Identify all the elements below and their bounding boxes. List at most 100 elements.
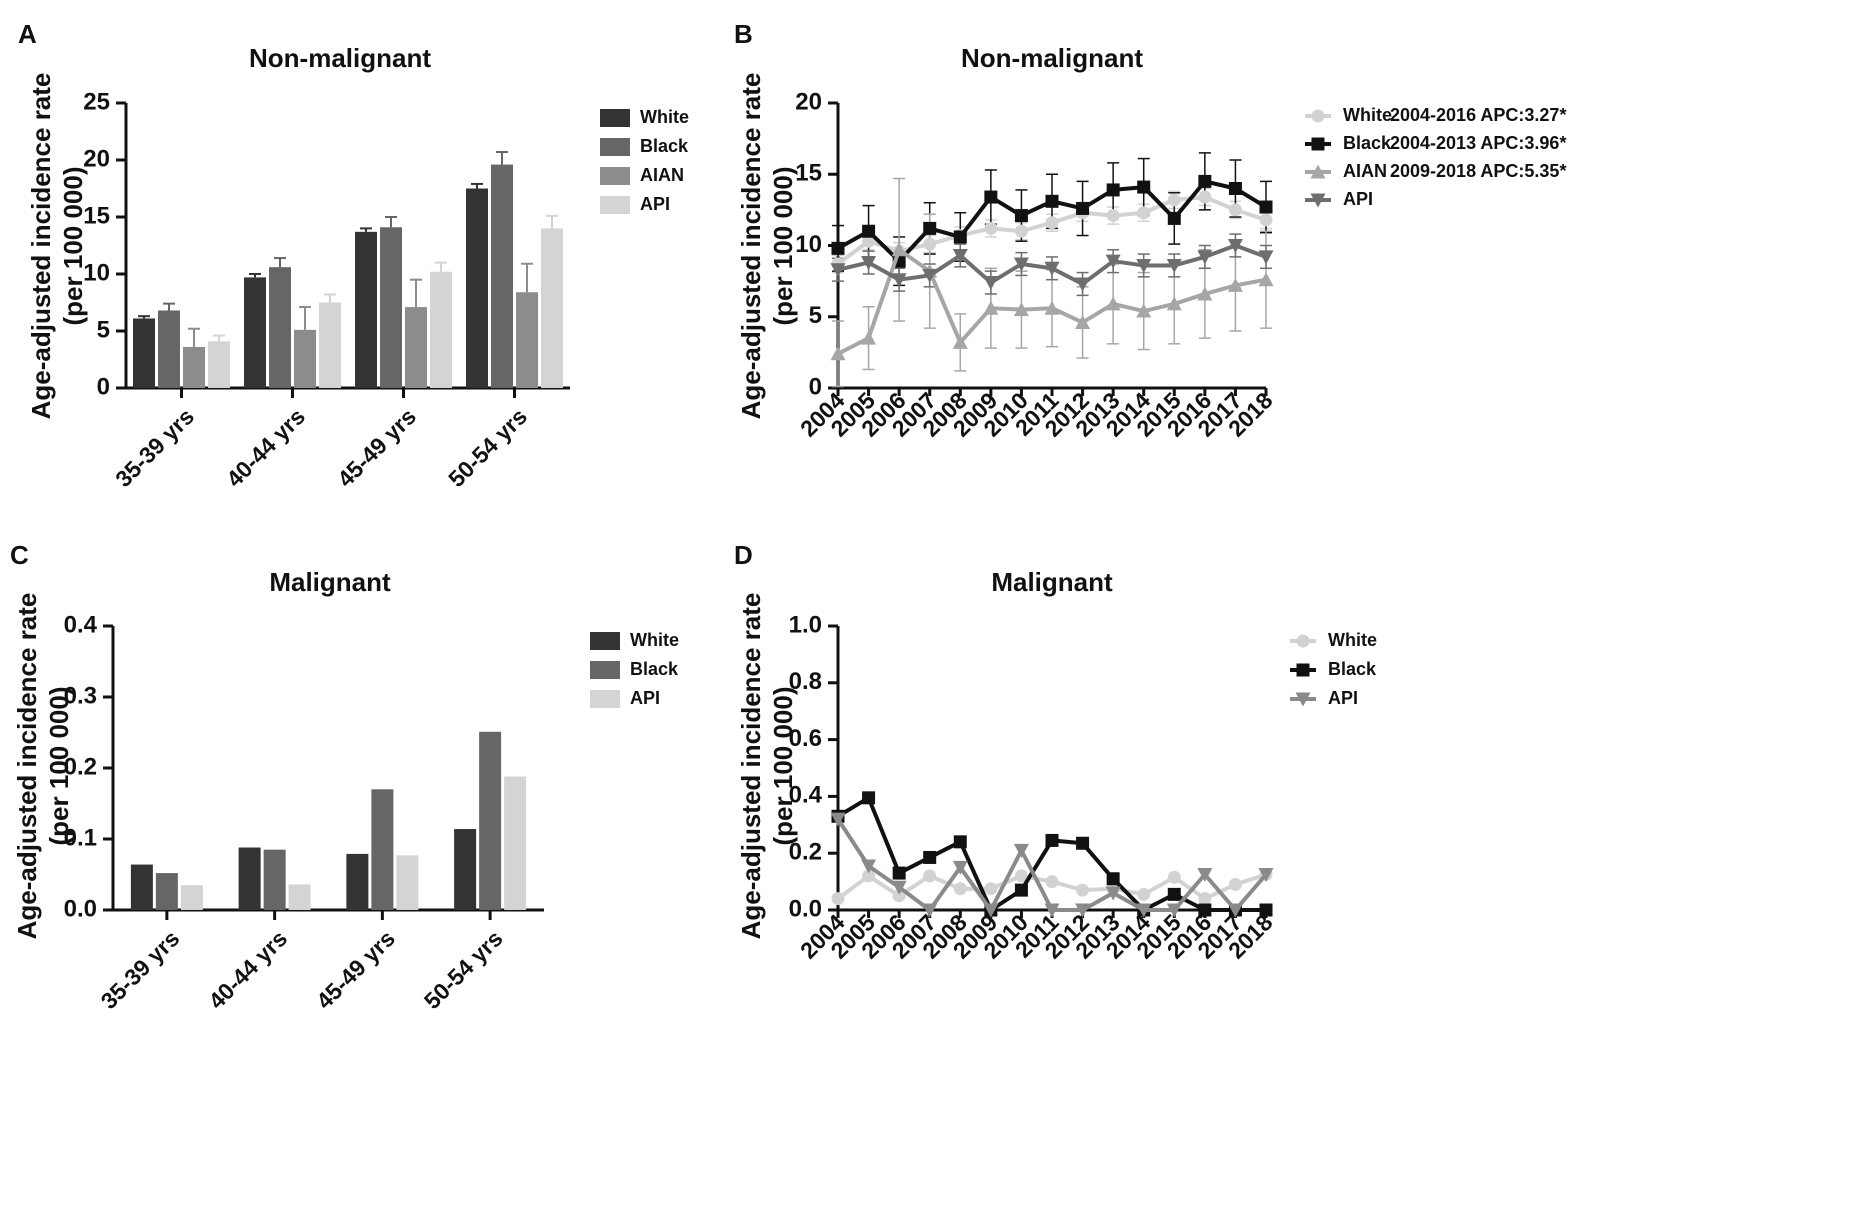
data-point-black	[862, 791, 876, 805]
data-point-white	[1228, 203, 1242, 217]
data-point-black	[1045, 194, 1059, 208]
y-tick-label: 10	[795, 231, 822, 258]
data-point-white	[1045, 216, 1059, 230]
data-point-black	[1167, 211, 1181, 225]
data-point-black	[1014, 209, 1028, 223]
data-point-white	[1106, 209, 1120, 223]
data-point-aian	[1136, 303, 1152, 318]
data-point-api	[1013, 257, 1029, 272]
data-point-black	[1045, 833, 1059, 847]
bar-white	[238, 847, 261, 910]
data-point-api	[1258, 868, 1274, 882]
chart-panel-a: A Non-malignant Age-adjusted incidence rat…	[18, 19, 689, 492]
data-point-white	[923, 237, 937, 251]
data-point-black	[1076, 836, 1090, 850]
data-point-aian	[1197, 286, 1213, 301]
bar-aian	[183, 346, 205, 388]
data-point-white	[1259, 213, 1273, 227]
chart-panel-c: C Malignant Age-adjusted incidence rate(pe…	[10, 540, 679, 1014]
data-point-api	[1197, 868, 1213, 882]
y-tick-label: 15	[83, 202, 110, 229]
data-point-aian	[1044, 300, 1060, 315]
bar-black	[380, 227, 402, 388]
chart-title: Non-malignant	[249, 43, 431, 73]
bar-api	[430, 271, 452, 388]
data-point-api	[922, 268, 938, 283]
data-point-white	[862, 234, 876, 248]
apc-annotation: 2009-2018 APC:5.35*	[1390, 161, 1566, 181]
y-tick-label: 20	[83, 145, 110, 172]
legend-label: White	[1328, 630, 1377, 650]
legend-marker	[1296, 663, 1310, 677]
data-point-white	[1014, 869, 1028, 883]
data-point-aian	[891, 242, 907, 257]
data-point-black	[1198, 903, 1212, 917]
y-tick-label: 0	[809, 373, 822, 400]
data-point-black	[984, 190, 998, 204]
y-tick-label: 0.4	[789, 782, 823, 809]
data-point-api	[1105, 886, 1121, 901]
data-point-black	[892, 866, 906, 880]
apc-annotation: 2004-2016 APC:3.27*	[1390, 105, 1566, 125]
legend-label: Black	[1328, 659, 1377, 679]
legend-label: API	[1343, 189, 1373, 209]
data-point-api	[891, 273, 907, 288]
data-point-black	[1228, 182, 1242, 195]
legend-swatch	[590, 661, 620, 679]
legend-marker	[1311, 109, 1325, 123]
panel-letter: B	[734, 19, 753, 49]
y-tick-label: 0.4	[64, 611, 98, 638]
data-point-white	[984, 882, 998, 896]
y-tick-label: 0.3	[64, 682, 97, 709]
bar-black	[491, 164, 513, 388]
data-point-aian	[861, 330, 877, 345]
y-axis-label: Age-adjusted incidence rate(per 100 000)	[736, 593, 798, 940]
legend-label: AIAN	[1343, 161, 1387, 181]
data-point-white	[1198, 892, 1212, 906]
y-tick-label: 0.1	[64, 824, 97, 851]
data-point-aian	[830, 346, 846, 361]
bar-aian	[294, 329, 316, 388]
data-point-black	[1106, 872, 1120, 886]
legend-swatch	[590, 690, 620, 708]
x-tick-label: 50-54 yrs	[443, 403, 532, 492]
data-point-api	[1197, 250, 1213, 265]
y-axis-label: Age-adjusted incidence rate(per 100 000)	[736, 73, 798, 420]
data-point-black	[1106, 183, 1120, 197]
bar-aian	[405, 307, 427, 388]
chart-panel-d: D Malignant Age-adjusted incidence rate(pe…	[734, 540, 1377, 964]
bar-white	[355, 231, 377, 388]
data-point-black	[1259, 903, 1273, 917]
data-point-white	[953, 882, 967, 896]
data-point-black	[1076, 201, 1090, 215]
y-axis-label-line2: (per 100 000)	[58, 167, 88, 326]
data-point-black	[1137, 180, 1151, 194]
data-point-api	[830, 263, 846, 278]
y-tick-label: 0.0	[64, 895, 97, 922]
data-point-api	[830, 812, 846, 827]
legend-marker	[1295, 692, 1311, 707]
data-point-aian	[1227, 277, 1243, 292]
x-tick-label: 35-39 yrs	[95, 925, 184, 1014]
y-tick-label: 0.2	[789, 839, 822, 866]
bar-black	[371, 789, 394, 910]
legend-marker	[1310, 193, 1326, 208]
y-axis-label-line1: Age-adjusted incidence rate	[736, 73, 766, 420]
panel-letter: D	[734, 540, 753, 570]
legend-swatch	[600, 138, 630, 156]
data-point-api	[1105, 254, 1121, 269]
data-point-black	[953, 230, 967, 244]
data-point-white	[1228, 877, 1242, 891]
data-point-black	[923, 850, 937, 864]
legend-swatch	[600, 167, 630, 185]
data-point-api	[1044, 903, 1060, 918]
y-tick-label: 0	[97, 373, 110, 400]
data-point-white	[1137, 887, 1151, 901]
legend-marker	[1296, 634, 1310, 648]
data-point-aian	[1013, 302, 1029, 317]
y-tick-label: 0.0	[789, 895, 822, 922]
data-point-black	[831, 241, 845, 255]
bar-white	[346, 853, 369, 910]
data-point-white	[862, 869, 876, 883]
